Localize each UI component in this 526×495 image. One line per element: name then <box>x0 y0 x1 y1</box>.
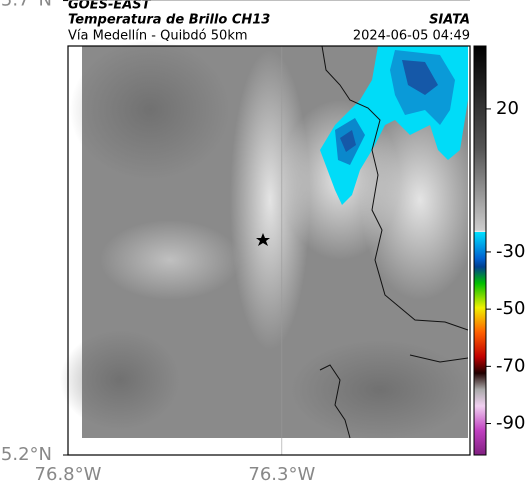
agency: SIATA <box>429 13 470 28</box>
colorbar-tick-label: -30 <box>496 241 525 262</box>
subtitle: Vía Medellín - Quibdó 50km <box>68 29 248 44</box>
map-frame <box>67 45 471 456</box>
timestamp: 2024-06-05 04:49 <box>353 29 470 44</box>
colorbar <box>473 45 487 456</box>
y-tick-label: 5.7°N <box>1 0 52 11</box>
source: GOES-EAST <box>68 0 152 13</box>
colorbar-tick-label: -70 <box>496 355 525 376</box>
x-tick-label: 76.8°W <box>35 464 102 485</box>
colorbar-tick-label: -50 <box>496 298 525 319</box>
colorbar-tick-label: -90 <box>496 413 525 434</box>
satellite-image <box>60 40 480 440</box>
title: Temperatura de Brillo CH13 <box>68 13 270 28</box>
x-tick-label: 76.3°W <box>248 464 315 485</box>
colorbar-tick-label: 20 <box>496 98 519 119</box>
y-tick-label: 5.2°N <box>1 444 52 465</box>
